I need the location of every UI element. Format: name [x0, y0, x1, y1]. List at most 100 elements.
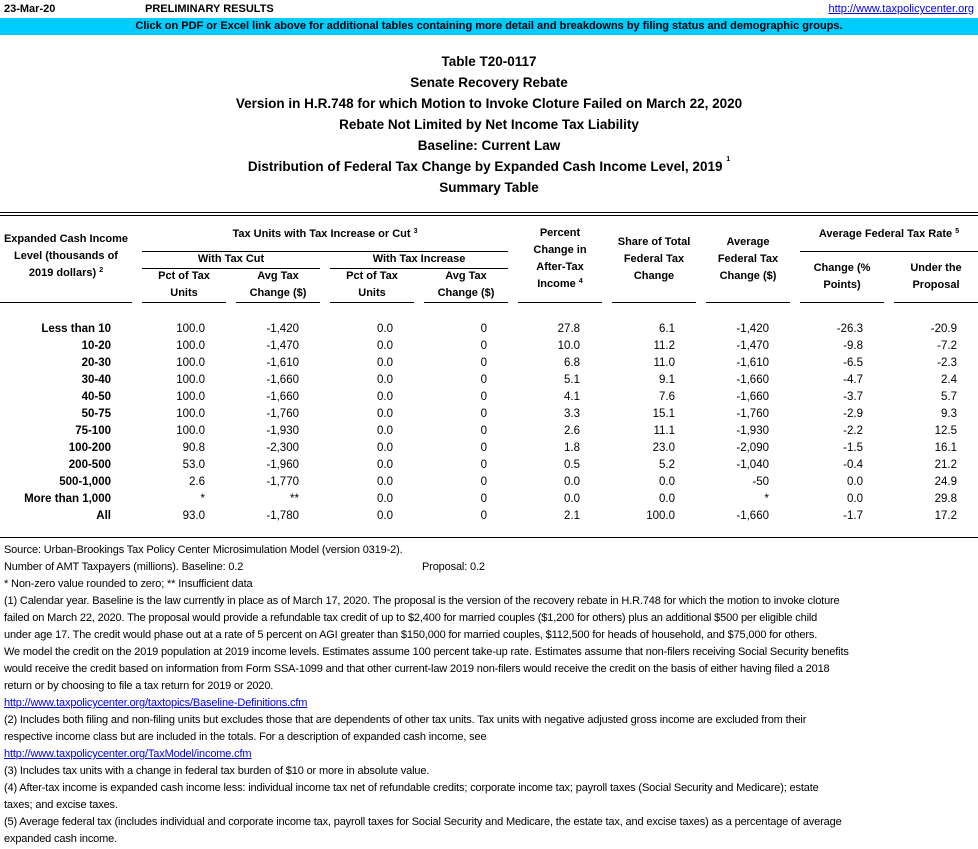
header-underline — [142, 302, 226, 303]
table-cell: -1,780 — [266, 510, 299, 522]
table-row: All 93.0 -1,780 0.0 0 2.1 100.0 -1,660 -1.7 17.2 — [0, 508, 978, 525]
footnote-line: would receive the credit based on inform… — [4, 663, 830, 675]
table-cell: 0 — [480, 357, 487, 369]
table-cell: 0.0 — [377, 391, 393, 403]
footnote-line: (4) After-tax income is expanded cash in… — [4, 782, 819, 794]
footnote-marker: 3 — [413, 228, 418, 235]
amt-baseline: Number of AMT Taxpayers (millions). Base… — [4, 561, 244, 573]
header-line: Federal Tax — [717, 253, 779, 265]
title-text: Baseline: Current Law — [417, 138, 561, 153]
table-cell: 0.0 — [377, 340, 393, 352]
table-cell: -1,660 — [736, 374, 769, 386]
table-row: 50-75 100.0 -1,760 0.0 0 3.3 15.1 -1,760 -2.9 9.3 — [0, 406, 978, 423]
table-row: 10-20 100.0 -1,470 0.0 0 10.0 11.2 -1,470 -9.8 -7… — [0, 338, 978, 355]
table-cell: 0.0 — [847, 493, 863, 505]
column-header: Under the Proposal — [894, 260, 978, 294]
table-cell: 27.8 — [557, 323, 580, 335]
table-cell: -1,610 — [266, 357, 299, 369]
table-cell: 0.0 — [377, 408, 393, 420]
table-row: 500-1,000 2.6 -1,770 0.0 0 0.0 0.0 -50 0.0 24.9 — [0, 474, 978, 491]
table-cell: 0.0 — [377, 425, 393, 437]
table-cell: 100.0 — [176, 323, 205, 335]
table-cell: 0 — [480, 340, 487, 352]
footnote-marker: 5 — [955, 228, 960, 235]
table-cell: 100.0 — [176, 391, 205, 403]
header-line: Under the — [910, 262, 962, 274]
site-link[interactable]: http://www.taxpolicycenter.org — [828, 3, 974, 15]
table-cell: * — [200, 493, 205, 505]
header-text: Income — [537, 278, 576, 290]
table-row: 100-200 90.8 -2,300 0.0 0 1.8 23.0 -2,090 -1.5 16… — [0, 440, 978, 457]
table-cell: 5.1 — [564, 374, 580, 386]
table-cell: -1,960 — [266, 459, 299, 471]
table-cell: 100.0 — [646, 510, 675, 522]
table-cell: 3.3 — [564, 408, 580, 420]
footnote-line: (1) Calendar year. Baseline is the law c… — [4, 595, 840, 607]
title-text: Summary Table — [439, 180, 539, 195]
footnote-marker: 1 — [726, 156, 731, 163]
column-header: Pct of Tax Units — [330, 268, 414, 302]
column-header: Pct of Tax Units — [142, 268, 226, 302]
table-cell: 100.0 — [176, 408, 205, 420]
table-cell: 0 — [480, 442, 487, 454]
table-cell: -0.4 — [843, 459, 863, 471]
header-line: Level (thousands of — [14, 250, 118, 262]
table-cell: 4.1 — [564, 391, 580, 403]
title-text: Rebate Not Limited by Net Income Tax Lia… — [339, 117, 639, 132]
column-header: Average Federal Tax Change ($) — [706, 234, 790, 285]
header-underline — [518, 302, 602, 303]
row-label: 100-200 — [68, 442, 111, 454]
table-title-line: Distribution of Federal Tax Change by Ex… — [0, 156, 978, 174]
table-cell: 0 — [480, 374, 487, 386]
table-cell: -26.3 — [836, 323, 863, 335]
footnote-line: taxes; and excise taxes. — [4, 799, 118, 811]
table-cell: -1,420 — [736, 323, 769, 335]
table-cell: 0.0 — [377, 323, 393, 335]
header-underline — [894, 302, 978, 303]
footnote-link[interactable]: http://www.taxpolicycenter.org/taxtopics… — [4, 697, 308, 709]
table-cell: 5.2 — [659, 459, 675, 471]
table-cell: 0.0 — [564, 476, 580, 488]
header-underline — [424, 302, 508, 303]
row-label: 30-40 — [81, 374, 111, 386]
table-row: More than 1,000 * ** 0.0 0 0.0 0.0 * 0.0 29.8 — [0, 491, 978, 508]
header-underline — [142, 251, 508, 252]
table-cell: -1,660 — [736, 391, 769, 403]
footnote-link[interactable]: http://www.taxpolicycenter.org/TaxModel/… — [4, 748, 252, 760]
table-cell: 0 — [480, 425, 487, 437]
table-cell: -3.7 — [843, 391, 863, 403]
table-cell: 2.4 — [941, 374, 957, 386]
header-line: Units — [170, 287, 198, 299]
header-text: With Tax Increase — [372, 253, 466, 265]
header-line: Units — [358, 287, 386, 299]
table-cell: 5.7 — [941, 391, 957, 403]
table-cell: -1,930 — [266, 425, 299, 437]
table-cell: 0.0 — [847, 476, 863, 488]
table-cell: 0 — [480, 493, 487, 505]
header-line: Percent — [539, 227, 581, 239]
header-underline — [0, 302, 132, 303]
table-cell: 6.8 — [564, 357, 580, 369]
table-row: Less than 10 100.0 -1,420 0.0 0 27.8 6.1 -1,420… — [0, 321, 978, 338]
table-cell: 1.8 — [564, 442, 580, 454]
title-text: Senate Recovery Rebate — [410, 75, 568, 90]
table-row: 20-30 100.0 -1,610 0.0 0 6.8 11.0 -1,610 -6.5 -2.… — [0, 355, 978, 372]
preliminary-label: PRELIMINARY RESULTS — [145, 3, 274, 15]
row-label: 20-30 — [81, 357, 111, 369]
table-cell: 93.0 — [182, 510, 205, 522]
header-line: Avg Tax — [445, 270, 487, 282]
table-cell: -1,420 — [266, 323, 299, 335]
table-cell: -1.7 — [843, 510, 863, 522]
row-label: 10-20 — [81, 340, 111, 352]
header-line: After-Tax — [536, 261, 584, 273]
table-cell: 100.0 — [176, 374, 205, 386]
footnote-line: failed on March 22, 2020. The proposal w… — [4, 612, 818, 624]
table-cell: 15.1 — [652, 408, 675, 420]
table-cell: 0 — [480, 323, 487, 335]
footnote-line: (2) Includes both filing and non-filing … — [4, 714, 807, 726]
table-cell: -2.9 — [843, 408, 863, 420]
table-cell: 17.2 — [934, 510, 957, 522]
table-cell: 21.2 — [934, 459, 957, 471]
title-text: Distribution of Federal Tax Change by Ex… — [247, 159, 723, 174]
table-cell: -2.3 — [937, 357, 957, 369]
